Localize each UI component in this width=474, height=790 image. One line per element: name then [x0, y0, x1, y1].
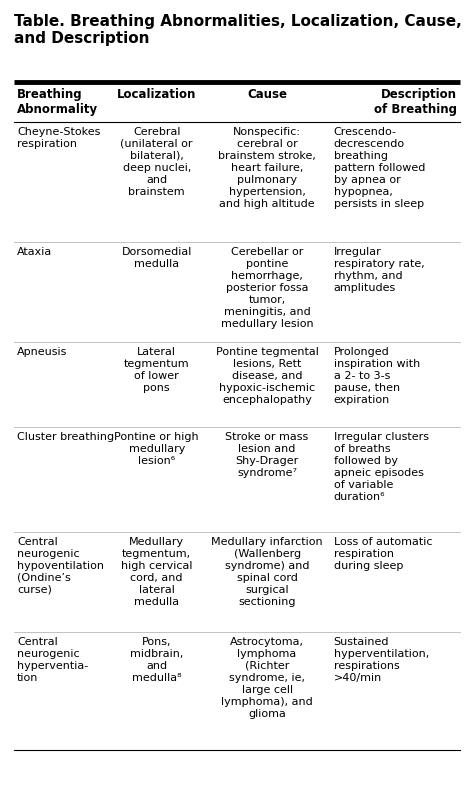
Text: Table. Breathing Abnormalities, Localization, Cause,
and Description: Table. Breathing Abnormalities, Localiza…	[14, 14, 462, 47]
Text: Pontine or high
medullary
lesion⁶: Pontine or high medullary lesion⁶	[114, 432, 199, 466]
Text: Prolonged
inspiration with
a 2- to 3-s
pause, then
expiration: Prolonged inspiration with a 2- to 3-s p…	[334, 347, 420, 405]
Text: Pontine tegmental
lesions, Rett
disease, and
hypoxic-ischemic
encephalopathy: Pontine tegmental lesions, Rett disease,…	[216, 347, 319, 405]
Text: Nonspecific:
cerebral or
brainstem stroke,
heart failure,
pulmonary
hypertension: Nonspecific: cerebral or brainstem strok…	[218, 127, 316, 209]
Text: Description
of Breathing: Description of Breathing	[374, 88, 457, 116]
Text: Dorsomedial
medulla: Dorsomedial medulla	[121, 247, 192, 269]
Text: Stroke or mass
lesion and
Shy-Drager
syndrome⁷: Stroke or mass lesion and Shy-Drager syn…	[226, 432, 309, 478]
Text: Loss of automatic
respiration
during sleep: Loss of automatic respiration during sle…	[334, 537, 432, 571]
Text: Breathing
Abnormality: Breathing Abnormality	[17, 88, 98, 116]
Text: Sustained
hyperventilation,
respirations
>40/min: Sustained hyperventilation, respirations…	[334, 637, 429, 683]
Text: Irregular clusters
of breaths
followed by
apneic episodes
of variable
duration⁶: Irregular clusters of breaths followed b…	[334, 432, 428, 502]
Text: Cause: Cause	[247, 88, 287, 101]
Text: Localization: Localization	[117, 88, 196, 101]
Text: Central
neurogenic
hyperventia-
tion: Central neurogenic hyperventia- tion	[17, 637, 88, 683]
Text: Medullary infarction
(Wallenberg
syndrome) and
spinal cord
surgical
sectioning: Medullary infarction (Wallenberg syndrom…	[211, 537, 323, 607]
Text: Medullary
tegmentum,
high cervical
cord, and
lateral
medulla: Medullary tegmentum, high cervical cord,…	[121, 537, 192, 607]
Text: Cheyne-Stokes
respiration: Cheyne-Stokes respiration	[17, 127, 100, 149]
Text: Apneusis: Apneusis	[17, 347, 67, 357]
Text: Central
neurogenic
hypoventilation
(Ondine’s
curse): Central neurogenic hypoventilation (Ondi…	[17, 537, 104, 595]
Text: Irregular
respiratory rate,
rhythm, and
amplitudes: Irregular respiratory rate, rhythm, and …	[334, 247, 424, 293]
Text: Crescendo-
decrescendo
breathing
pattern followed
by apnea or
hypopnea,
persists: Crescendo- decrescendo breathing pattern…	[334, 127, 425, 209]
Text: Ataxia: Ataxia	[17, 247, 52, 257]
Text: Cerebellar or
pontine
hemorrhage,
posterior fossa
tumor,
meningitis, and
medulla: Cerebellar or pontine hemorrhage, poster…	[221, 247, 313, 329]
Text: Astrocytoma,
lymphoma
(Richter
syndrome, ie,
large cell
lymphoma), and
glioma: Astrocytoma, lymphoma (Richter syndrome,…	[221, 637, 313, 719]
Text: Lateral
tegmentum
of lower
pons: Lateral tegmentum of lower pons	[124, 347, 190, 393]
Text: Pons,
midbrain,
and
medulla⁸: Pons, midbrain, and medulla⁸	[130, 637, 183, 683]
Text: Cerebral
(unilateral or
bilateral),
deep nuclei,
and
brainstem: Cerebral (unilateral or bilateral), deep…	[120, 127, 193, 197]
Text: Cluster breathing: Cluster breathing	[17, 432, 114, 442]
